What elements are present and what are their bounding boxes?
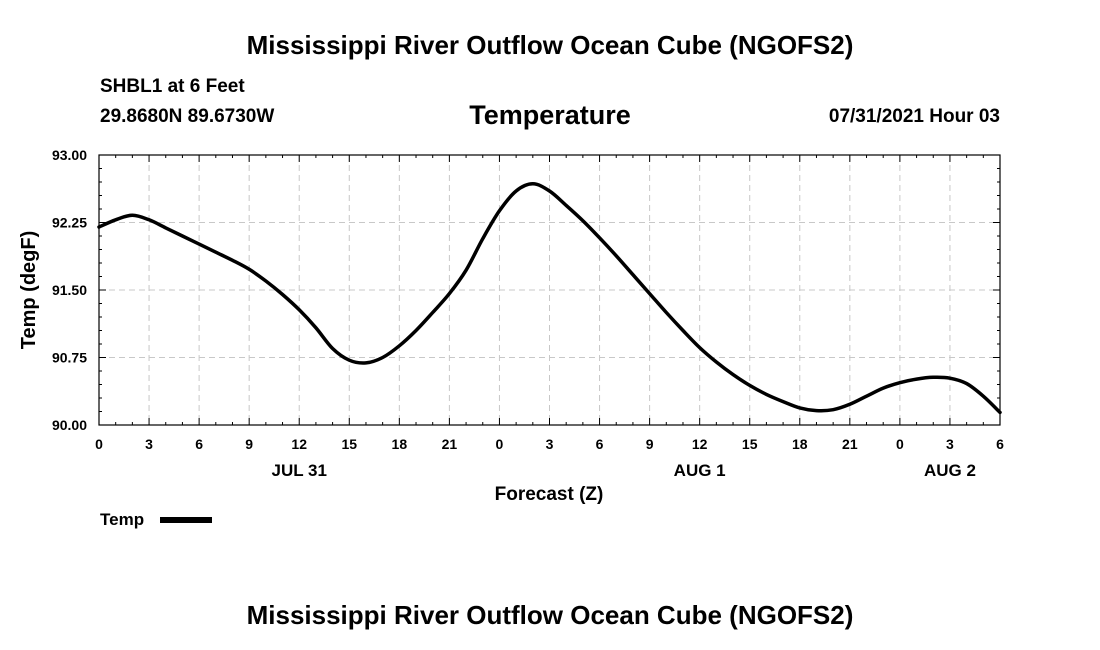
legend-label: Temp bbox=[100, 510, 144, 529]
x-tick-label: 9 bbox=[245, 436, 253, 452]
x-tick-label: 6 bbox=[195, 436, 203, 452]
y-tick-label: 91.50 bbox=[52, 282, 87, 298]
date-label: AUG 2 bbox=[924, 461, 976, 480]
series-layer bbox=[97, 182, 1002, 415]
y-tick-label: 93.00 bbox=[52, 147, 87, 163]
x-tick-label: 0 bbox=[95, 436, 103, 452]
grid-lines bbox=[99, 155, 1000, 425]
x-tick-label: 0 bbox=[496, 436, 504, 452]
chart-title: Mississippi River Outflow Ocean Cube (NG… bbox=[246, 30, 854, 60]
axis-labels: 0 3 6 9 12 15 18 21 0 3 6 9 12 15 18 21 0 3 6 90.00 90.75 91.… bbox=[52, 147, 1004, 480]
x-tick-label: 6 bbox=[596, 436, 604, 452]
x-tick-label: 3 bbox=[546, 436, 554, 452]
y-axis-title: Temp (degF) bbox=[18, 231, 40, 350]
footer-title: Mississippi River Outflow Ocean Cube (NG… bbox=[246, 600, 854, 630]
station-label: SHBL1 at 6 Feet bbox=[100, 76, 245, 97]
date-label: JUL 31 bbox=[271, 461, 326, 480]
x-tick-label: 0 bbox=[896, 436, 904, 452]
x-tick-label: 18 bbox=[792, 436, 808, 452]
coordinates-label: 29.8680N 89.6730W bbox=[100, 106, 275, 127]
x-tick-label: 15 bbox=[341, 436, 357, 452]
series-line-temp bbox=[97, 182, 1002, 415]
y-tick-label: 90.00 bbox=[52, 417, 87, 433]
x-tick-label: 18 bbox=[392, 436, 408, 452]
x-tick-label: 3 bbox=[946, 436, 954, 452]
legend: Temp bbox=[100, 510, 212, 529]
axis-ticks bbox=[98, 154, 1001, 426]
x-axis-title: Forecast (Z) bbox=[495, 484, 604, 505]
date-label: AUG 1 bbox=[674, 461, 726, 480]
x-tick-label: 12 bbox=[291, 436, 307, 452]
x-tick-label: 6 bbox=[996, 436, 1004, 452]
x-tick-label: 9 bbox=[646, 436, 654, 452]
x-tick-label: 21 bbox=[842, 436, 858, 452]
x-tick-label: 15 bbox=[742, 436, 758, 452]
x-tick-label: 21 bbox=[442, 436, 458, 452]
y-tick-label: 92.25 bbox=[52, 215, 87, 231]
x-tick-label: 3 bbox=[145, 436, 153, 452]
datetime-label: 07/31/2021 Hour 03 bbox=[828, 106, 1000, 127]
variable-title: Temperature bbox=[469, 100, 631, 130]
y-tick-label: 90.75 bbox=[52, 350, 87, 366]
x-tick-label: 12 bbox=[692, 436, 708, 452]
